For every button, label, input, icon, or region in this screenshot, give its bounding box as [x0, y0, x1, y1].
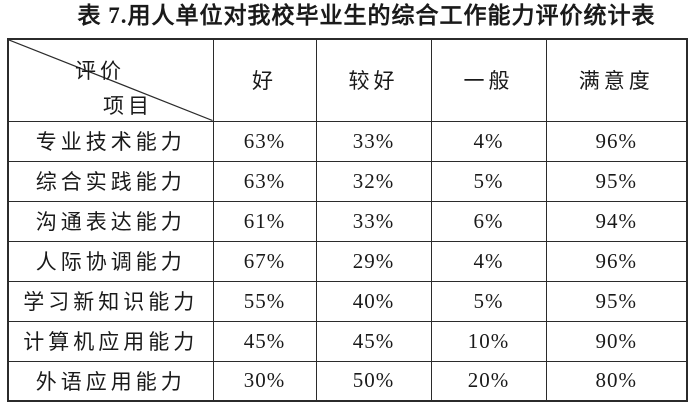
data-cell: 96%	[545, 240, 688, 282]
data-cell: 33%	[315, 120, 432, 162]
column-header-good: 好	[212, 38, 317, 122]
data-cell: 95%	[545, 160, 688, 202]
table-row: 学习新知识能力 55% 40% 5% 95%	[7, 280, 688, 322]
column-header-fairly-good: 较好	[315, 38, 432, 122]
data-cell: 94%	[545, 200, 688, 242]
row-label-cell: 外语应用能力	[7, 360, 214, 402]
column-header-satisfaction: 满意度	[545, 38, 688, 122]
row-label-cell: 专业技术能力	[7, 120, 214, 162]
row-label-cell: 沟通表达能力	[7, 200, 214, 242]
corner-label-evaluation: 评价	[75, 59, 125, 83]
data-cell: 96%	[545, 120, 688, 162]
data-cell: 20%	[430, 360, 547, 402]
table-row: 专业技术能力 63% 33% 4% 96%	[7, 120, 688, 162]
table-row: 沟通表达能力 61% 33% 6% 94%	[7, 200, 688, 242]
page-title: 表 7.用人单位对我校毕业生的综合工作能力评价统计表	[77, 3, 656, 28]
data-cell: 6%	[430, 200, 547, 242]
table-header-row: 评价 项目 好 较好 一般 满意度	[7, 38, 688, 122]
row-label-cell: 计算机应用能力	[7, 320, 214, 362]
diagonal-line	[9, 40, 212, 120]
data-cell: 45%	[212, 320, 317, 362]
data-cell: 32%	[315, 160, 432, 202]
row-label-cell: 人际协调能力	[7, 240, 214, 282]
data-cell: 55%	[212, 280, 317, 322]
data-cell: 5%	[430, 280, 547, 322]
data-cell: 61%	[212, 200, 317, 242]
data-cell: 5%	[430, 160, 547, 202]
table-row: 人际协调能力 67% 29% 4% 96%	[7, 240, 688, 282]
table-row: 计算机应用能力 45% 45% 10% 90%	[7, 320, 688, 362]
data-cell: 29%	[315, 240, 432, 282]
data-cell: 63%	[212, 120, 317, 162]
evaluation-statistics-table: 评价 项目 好 较好 一般 满意度 专业技术能力 63% 33% 4% 96% …	[7, 38, 688, 402]
row-label-cell: 综合实践能力	[7, 160, 214, 202]
column-header-average: 一般	[430, 38, 547, 122]
data-cell: 30%	[212, 360, 317, 402]
data-cell: 90%	[545, 320, 688, 362]
data-cell: 4%	[430, 240, 547, 282]
row-label-cell: 学习新知识能力	[7, 280, 214, 322]
data-cell: 67%	[212, 240, 317, 282]
corner-label-item: 项目	[103, 94, 153, 118]
data-cell: 4%	[430, 120, 547, 162]
data-cell: 45%	[315, 320, 432, 362]
table-row: 外语应用能力 30% 50% 20% 80%	[7, 360, 688, 402]
data-cell: 50%	[315, 360, 432, 402]
data-cell: 63%	[212, 160, 317, 202]
data-cell: 33%	[315, 200, 432, 242]
data-cell: 80%	[545, 360, 688, 402]
corner-header-cell: 评价 项目	[7, 38, 214, 122]
data-cell: 40%	[315, 280, 432, 322]
data-cell: 10%	[430, 320, 547, 362]
data-cell: 95%	[545, 280, 688, 322]
table-row: 综合实践能力 63% 32% 5% 95%	[7, 160, 688, 202]
